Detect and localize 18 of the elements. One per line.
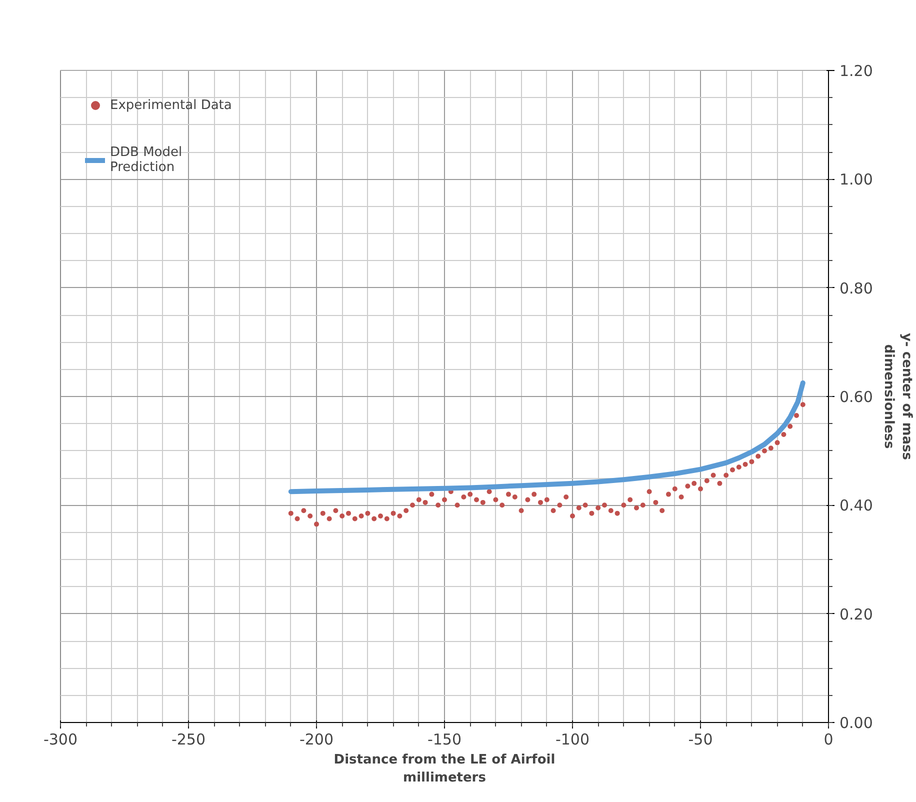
y-tick-label: 1.00 xyxy=(840,170,873,189)
y-axis-title: y- center of mass dimensionless xyxy=(880,332,914,460)
x-axis-title: Distance from the LE of Airfoil millimeters xyxy=(334,752,556,786)
x-tick-label: -200 xyxy=(299,730,334,748)
x-tick-label: -150 xyxy=(427,730,462,748)
x-tick-label: -50 xyxy=(688,730,713,748)
y-tick-label: 0.00 xyxy=(840,714,873,732)
y-tick-label: 0.80 xyxy=(840,279,873,298)
x-tick-label: -300 xyxy=(43,730,78,748)
y-tick-label: 0.40 xyxy=(840,496,873,515)
y-tick-label: 1.20 xyxy=(840,62,873,80)
x-tick-label: -100 xyxy=(555,730,590,748)
legend-label: DDB Model Prediction xyxy=(110,145,182,175)
y-tick-label: 0.60 xyxy=(840,388,873,406)
y-tick-label: 0.20 xyxy=(840,605,873,624)
x-tick-label: -250 xyxy=(171,730,206,748)
x-tick-label: 0 xyxy=(824,730,834,748)
legend-label: Experimental Data xyxy=(110,98,232,112)
